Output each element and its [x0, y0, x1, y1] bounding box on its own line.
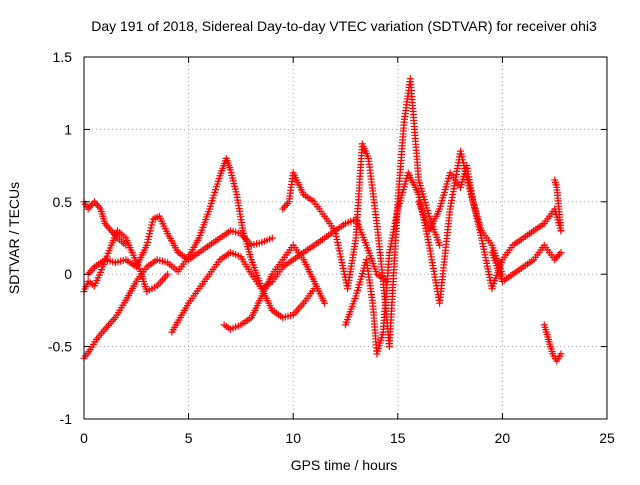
data-point: [557, 227, 565, 235]
series-satellite-track-D: [84, 212, 276, 278]
data-point: [122, 241, 130, 249]
x-tick-label: 5: [185, 430, 193, 446]
data-point: [557, 248, 565, 256]
data-point: [436, 241, 444, 249]
y-tick-label: 0: [64, 266, 72, 282]
series-satellite-track-J: [488, 241, 565, 285]
x-tick-label: 15: [390, 430, 406, 446]
data-point: [321, 299, 329, 307]
series-satellite-track-A: [80, 154, 318, 362]
series-satellite-track-L: [551, 176, 565, 235]
series-satellite-track-I: [415, 162, 565, 293]
x-tick-label: 0: [80, 430, 88, 446]
x-tick-label: 25: [599, 430, 615, 446]
grid: [84, 57, 607, 419]
x-tick-labels: 0 5 10 15 20 25: [80, 430, 615, 446]
series-satellite-track-F: [220, 241, 329, 333]
series-satellite-track-K: [540, 321, 565, 365]
plot-frame: [83, 56, 608, 420]
x-axis-label: GPS time / hours: [291, 457, 398, 473]
data-points: [80, 75, 565, 365]
axis-ticks: [83, 56, 608, 420]
data-point: [557, 350, 565, 358]
y-tick-label: -0.5: [48, 339, 72, 355]
y-tick-label: 1: [64, 121, 72, 137]
data-point: [268, 234, 276, 242]
x-tick-label: 20: [495, 430, 511, 446]
series-satellite-track-C: [80, 198, 130, 249]
y-tick-label: 1.5: [53, 49, 73, 65]
y-axis-label: SDTVAR / TECUs: [6, 182, 22, 294]
x-tick-label: 10: [285, 430, 301, 446]
y-tick-label: 0.5: [53, 194, 73, 210]
y-tick-label: -1: [60, 411, 73, 427]
data-point: [164, 270, 172, 278]
chart-title: Day 191 of 2018, Sidereal Day-to-day VTE…: [91, 18, 597, 34]
y-tick-labels: -1 -0.5 0 0.5 1 1.5: [48, 49, 72, 427]
